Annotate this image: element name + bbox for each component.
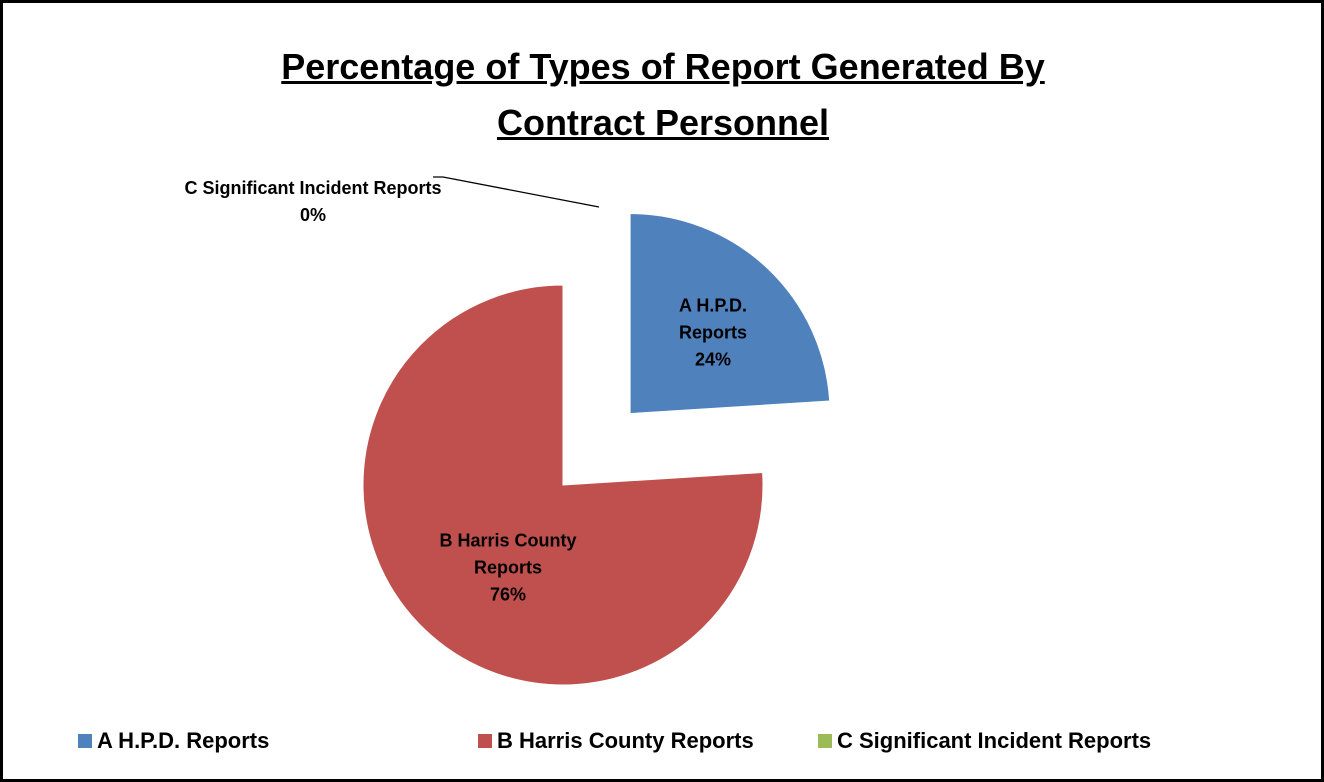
pie-slice xyxy=(362,284,764,686)
chart-title: Percentage of Types of Report Generated … xyxy=(281,46,1045,143)
leader-line xyxy=(433,176,600,208)
legend-label: B Harris County Reports xyxy=(497,728,754,753)
data-label-value: 24% xyxy=(694,349,732,370)
data-label-value: 76% xyxy=(489,584,527,605)
legend-swatch xyxy=(78,734,92,748)
data-label-category: A H.P.D. Reports xyxy=(678,295,748,343)
pie-slice xyxy=(629,213,831,415)
data-label-value: 0% xyxy=(299,205,326,225)
data-label: C Significant Incident Reports 0% xyxy=(183,175,443,229)
legend-swatch xyxy=(818,734,832,748)
legend-item: B Harris County Reports xyxy=(478,727,754,755)
legend-item: C Significant Incident Reports xyxy=(818,727,1151,755)
legend-label: A H.P.D. Reports xyxy=(97,728,270,753)
data-label: B Harris County Reports 76% xyxy=(408,528,608,609)
pie-area xyxy=(362,176,831,686)
data-label-category: B Harris County Reports xyxy=(439,530,577,578)
legend-swatch xyxy=(478,734,492,748)
data-label-category: C Significant Incident Reports xyxy=(184,178,442,198)
legend-item: A H.P.D. Reports xyxy=(78,727,269,755)
legend-label: C Significant Incident Reports xyxy=(837,728,1152,753)
data-label: A H.P.D. Reports 24% xyxy=(648,293,778,374)
